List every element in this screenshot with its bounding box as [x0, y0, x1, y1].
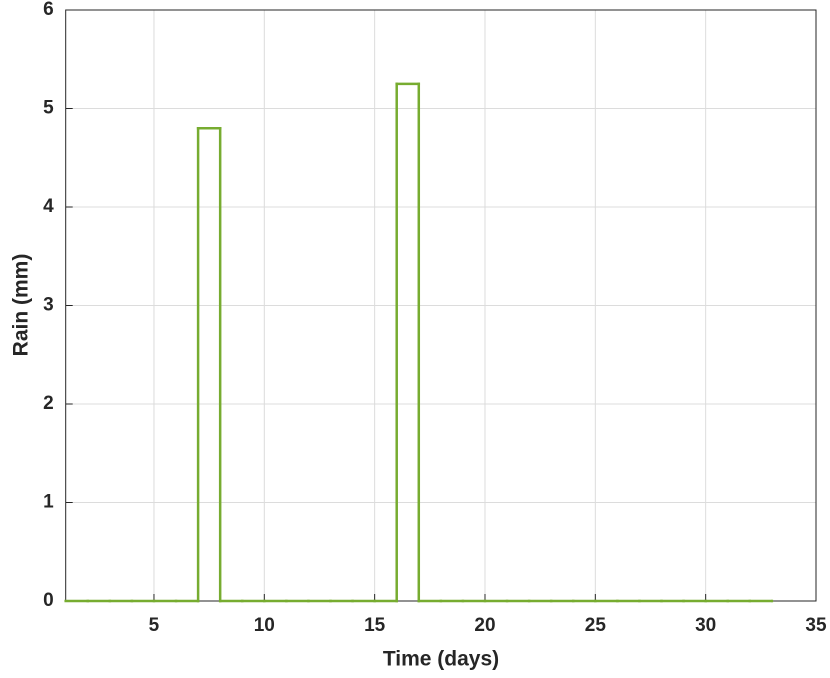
y-axis-label: Rain (mm) — [10, 254, 33, 357]
y-tick-label: 6 — [43, 0, 54, 20]
y-tick-label: 2 — [43, 393, 54, 414]
y-tick-label: 3 — [43, 295, 54, 316]
y-tick-label: 4 — [43, 196, 54, 217]
x-tick-label: 20 — [474, 615, 495, 636]
y-tick-label: 1 — [43, 492, 54, 513]
x-tick-label: 10 — [254, 615, 275, 636]
y-tick-label: 5 — [43, 98, 54, 119]
step-end — [770, 599, 774, 603]
x-tick-label: 30 — [695, 615, 716, 636]
x-tick-label: 35 — [805, 615, 827, 636]
y-tick-label: 0 — [43, 590, 54, 611]
x-tick-label: 5 — [149, 615, 160, 636]
x-tick-label: 15 — [364, 615, 386, 636]
x-tick-label: 25 — [585, 615, 607, 636]
x-axis-label: Time (days) — [383, 648, 499, 671]
